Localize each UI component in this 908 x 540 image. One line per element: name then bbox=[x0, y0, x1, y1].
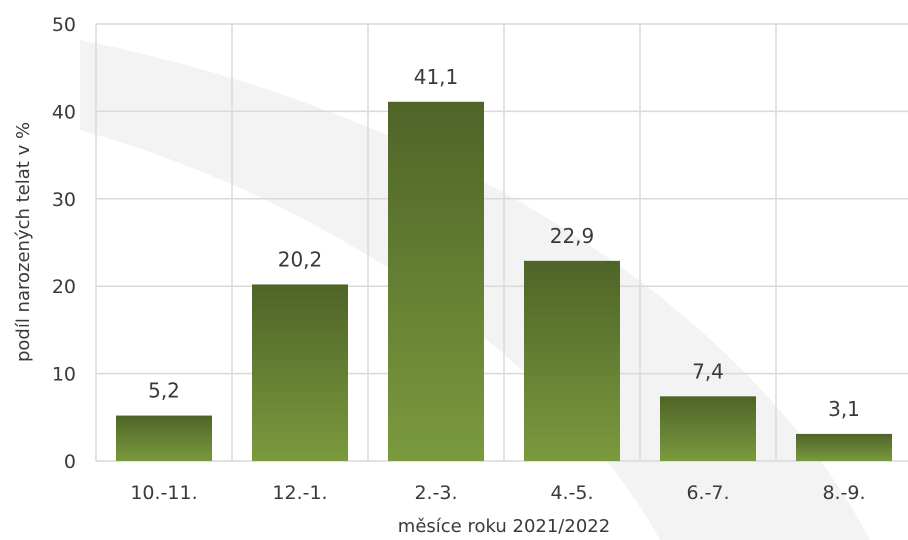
y-axis-ticks: 0 10 20 30 40 50 bbox=[52, 14, 76, 473]
x-tick-label: 8.-9. bbox=[822, 482, 865, 504]
y-tick-label: 0 bbox=[64, 451, 76, 473]
y-tick-label: 30 bbox=[52, 189, 76, 211]
data-labels: 5,2 20,2 41,1 22,9 7,4 3,1 bbox=[148, 65, 860, 421]
x-axis-label: měsíce roku 2021/2022 bbox=[398, 516, 610, 537]
data-label: 3,1 bbox=[828, 397, 860, 421]
y-tick-label: 40 bbox=[52, 101, 76, 123]
y-tick-label: 50 bbox=[52, 14, 76, 36]
y-axis-label: podíl narozených telat v % bbox=[13, 122, 34, 362]
data-label: 41,1 bbox=[414, 65, 459, 89]
data-label: 5,2 bbox=[148, 379, 180, 403]
y-tick-label: 20 bbox=[52, 276, 76, 298]
data-label: 7,4 bbox=[692, 359, 724, 383]
x-tick-label: 6.-7. bbox=[686, 482, 729, 504]
bar-8.-9. bbox=[796, 433, 892, 461]
data-label: 20,2 bbox=[278, 247, 323, 271]
y-tick-label: 10 bbox=[52, 364, 76, 386]
bar-6.-7. bbox=[660, 396, 756, 461]
x-tick-label: 10.-11. bbox=[130, 482, 197, 504]
bars bbox=[116, 101, 892, 461]
bar-12.-1. bbox=[252, 284, 348, 461]
x-tick-label: 4.-5. bbox=[550, 482, 593, 504]
x-tick-label: 2.-3. bbox=[414, 482, 457, 504]
x-tick-label: 12.-1. bbox=[272, 482, 327, 504]
data-label: 22,9 bbox=[550, 224, 595, 248]
bar-10.-11. bbox=[116, 415, 212, 461]
x-axis-ticks: 10.-11. 12.-1. 2.-3. 4.-5. 6.-7. 8.-9. bbox=[130, 482, 865, 504]
gridlines bbox=[95, 23, 908, 462]
bar-2.-3. bbox=[388, 101, 484, 461]
bar-4.-5. bbox=[524, 260, 620, 461]
